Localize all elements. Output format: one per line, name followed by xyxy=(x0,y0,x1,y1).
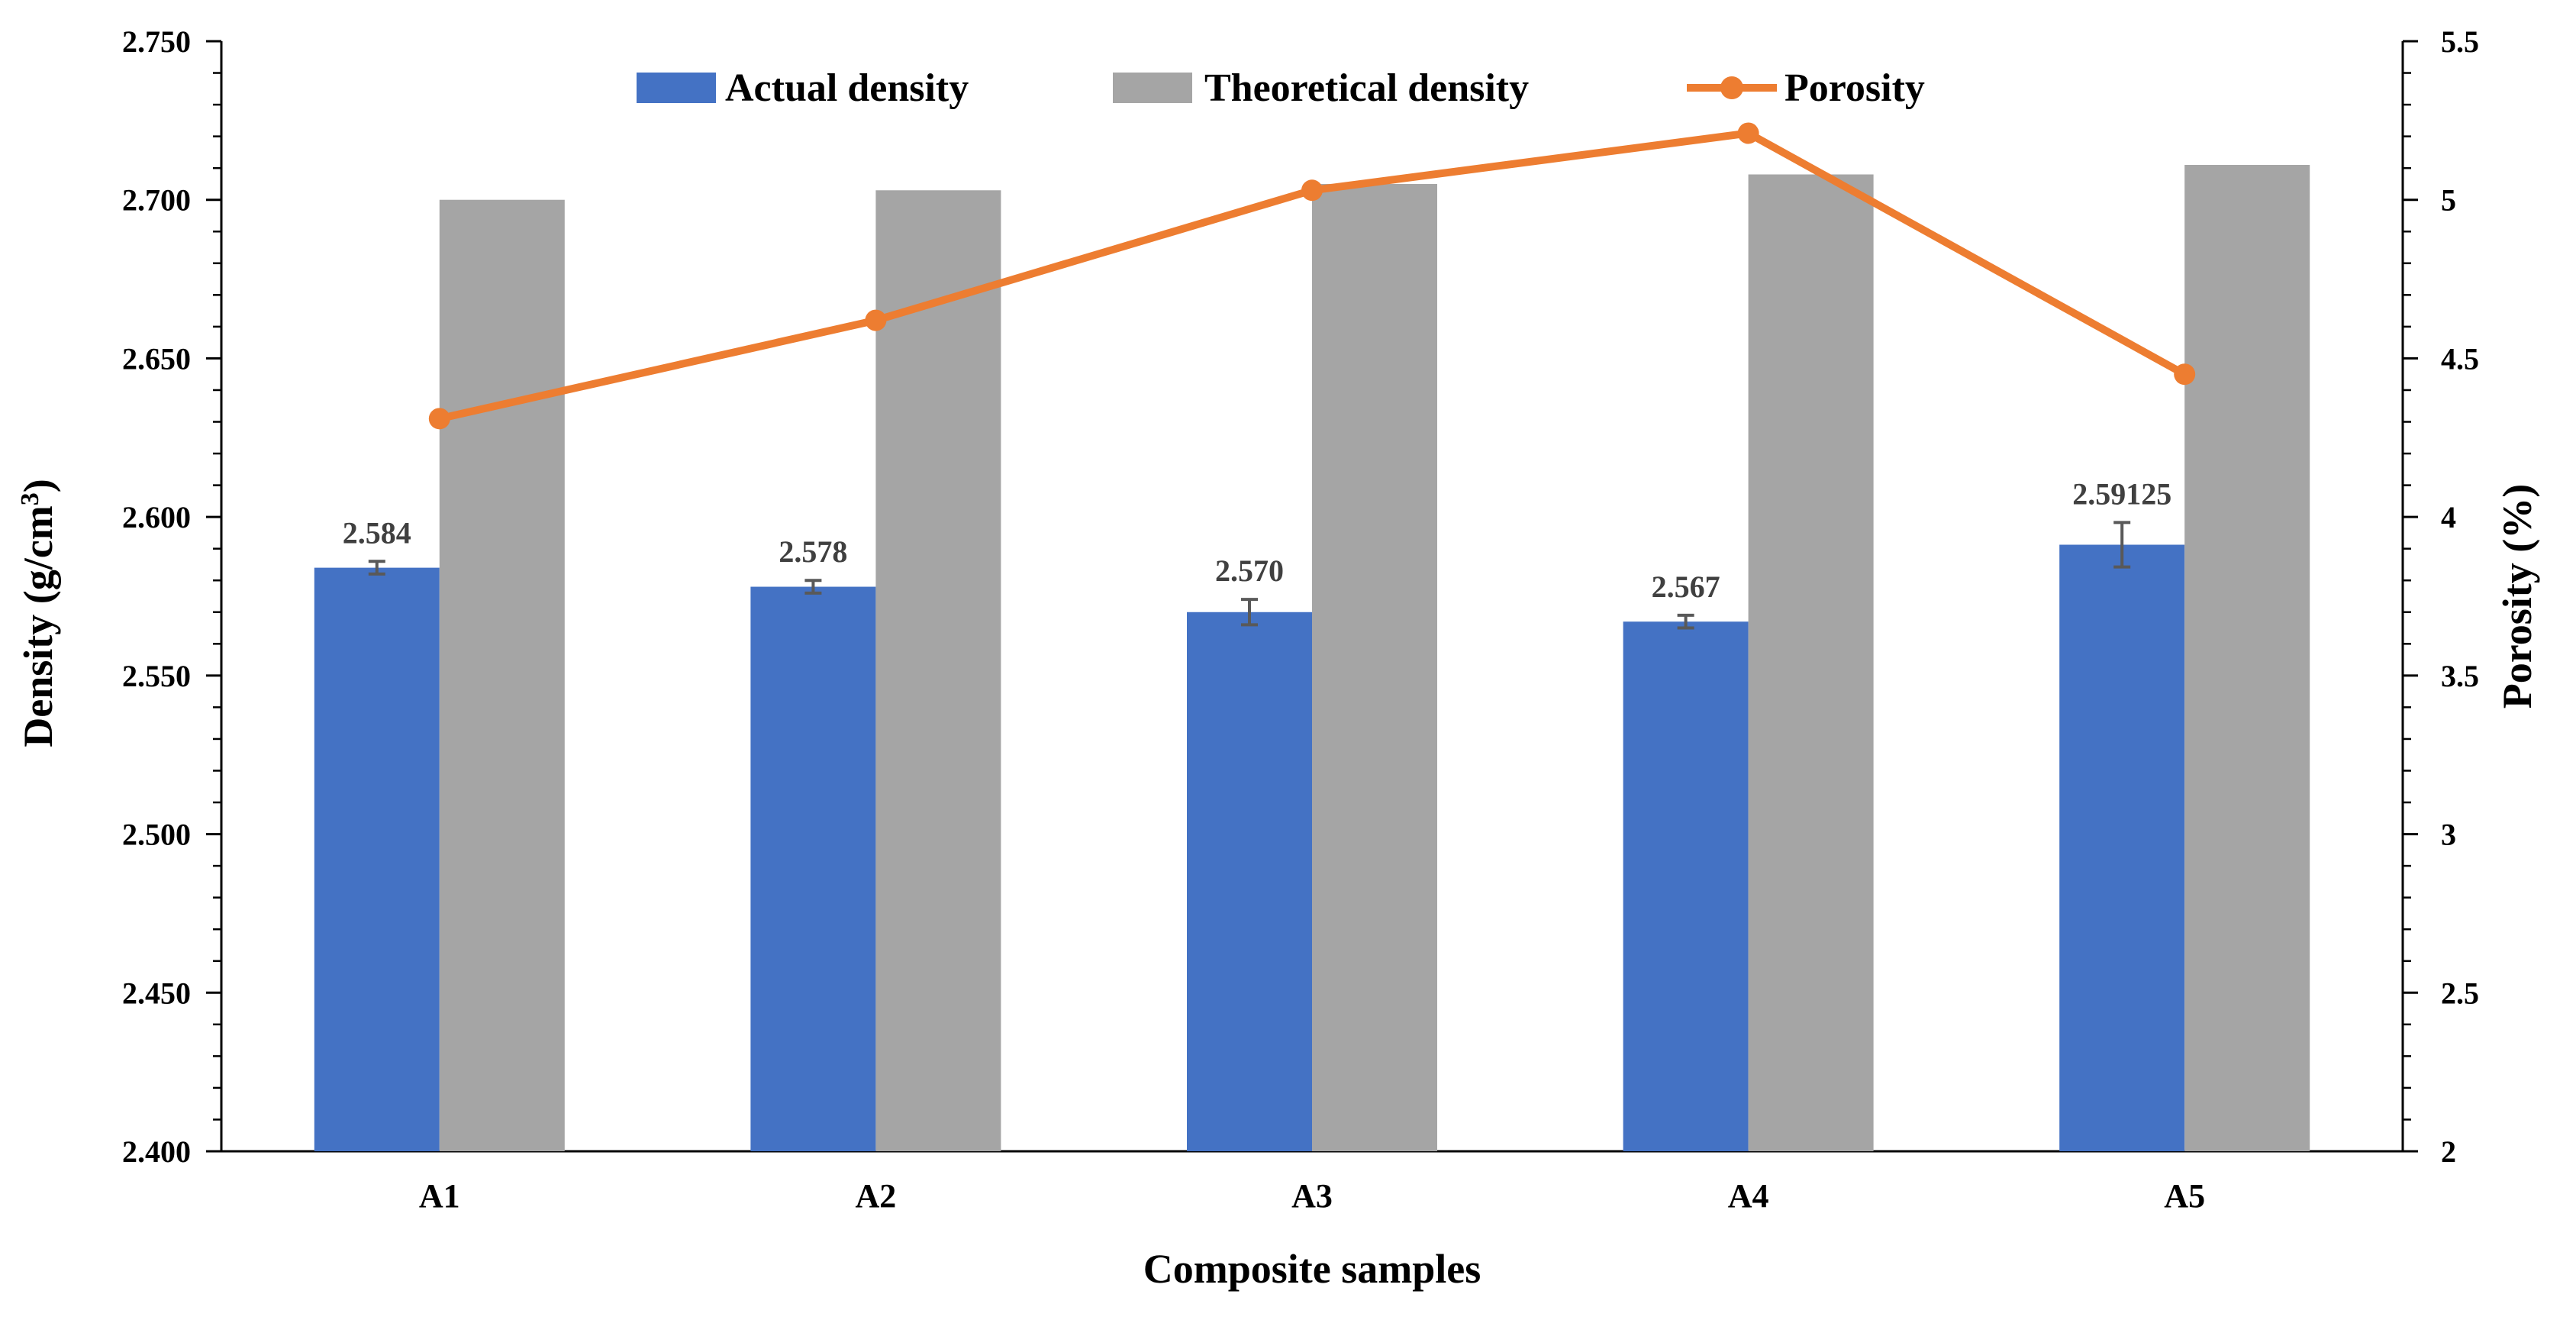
data-label: 2.584 xyxy=(343,515,411,550)
porosity-point xyxy=(1301,179,1323,202)
porosity-point xyxy=(428,408,450,430)
y2-tick-label: 5 xyxy=(2441,183,2456,218)
bar-theoretical-density xyxy=(439,199,565,1151)
y2-tick-label: 2 xyxy=(2441,1134,2456,1169)
data-label: 2.578 xyxy=(779,534,847,569)
bar-actual-density xyxy=(314,567,440,1151)
bar-actual-density xyxy=(2059,544,2185,1151)
y2-tick-label: 3 xyxy=(2441,818,2456,852)
y-axis-title-main: Density (g/cm xyxy=(15,505,61,747)
bar-theoretical-density xyxy=(875,190,1001,1151)
x-tick-label: A3 xyxy=(1291,1177,1333,1215)
porosity-line-group xyxy=(428,122,2196,430)
bar-theoretical-density xyxy=(1312,183,1437,1151)
y-axis-title-close: ) xyxy=(15,479,61,492)
y-tick-label: 2.400 xyxy=(122,1134,191,1169)
data-labels: 2.584 2.578 2.570 2.567 2.59125 xyxy=(343,476,2171,604)
x-tick-label: A2 xyxy=(856,1177,897,1215)
bar-theoretical-density xyxy=(1748,174,1874,1152)
y-tick-label: 2.650 xyxy=(122,341,191,376)
data-label: 2.570 xyxy=(1215,553,1284,588)
legend: Actual density Theoretical density Porosit… xyxy=(637,66,1925,110)
legend-marker-porosity xyxy=(1720,76,1743,99)
y-tick-label: 2.500 xyxy=(122,818,191,852)
y2-tick-label: 4 xyxy=(2441,500,2456,534)
y2-axis-title: Porosity (%) xyxy=(2494,484,2540,708)
y2-tick-label: 4.5 xyxy=(2441,341,2479,376)
y-tick-label: 2.450 xyxy=(122,976,191,1010)
y-axis-title: Density (g/cm3) xyxy=(15,479,61,747)
x-tick-label: A1 xyxy=(419,1177,460,1215)
y-tick-label: 2.700 xyxy=(122,183,191,218)
y-tick-label: 2.600 xyxy=(122,500,191,534)
legend-label-theoretical-density: Theoretical density xyxy=(1204,66,1529,110)
porosity-point xyxy=(1737,122,1759,144)
data-label: 2.59125 xyxy=(2072,476,2171,511)
x-tick-label: A5 xyxy=(2164,1177,2205,1215)
bars xyxy=(314,165,2310,1152)
bar-theoretical-density xyxy=(2184,165,2310,1152)
porosity-point xyxy=(2174,363,2196,386)
axes: 2.400 2.450 2.500 2.550 2.600 2.650 2.700 2.750… xyxy=(122,24,2479,1215)
bar-actual-density xyxy=(750,586,876,1151)
y2-tick-label: 5.5 xyxy=(2441,24,2479,59)
legend-swatch-actual-density xyxy=(637,73,716,103)
y-tick-label: 2.550 xyxy=(122,659,191,693)
legend-label-porosity: Porosity xyxy=(1785,66,1925,110)
legend-label-actual-density: Actual density xyxy=(725,66,969,110)
x-axis-title: Composite samples xyxy=(1143,1246,1481,1292)
bar-actual-density xyxy=(1187,612,1312,1151)
bar-actual-density xyxy=(1623,621,1749,1151)
data-label: 2.567 xyxy=(1652,570,1720,604)
y2-tick-label: 2.5 xyxy=(2441,976,2479,1010)
porosity-point xyxy=(865,309,887,331)
y-tick-label: 2.750 xyxy=(122,24,191,59)
y2-tick-label: 3.5 xyxy=(2441,659,2479,693)
error-bars xyxy=(368,521,2131,630)
legend-swatch-theoretical-density xyxy=(1113,73,1192,103)
y-axis-title-superscript: 3 xyxy=(16,492,44,505)
x-tick-label: A4 xyxy=(1728,1177,1769,1215)
